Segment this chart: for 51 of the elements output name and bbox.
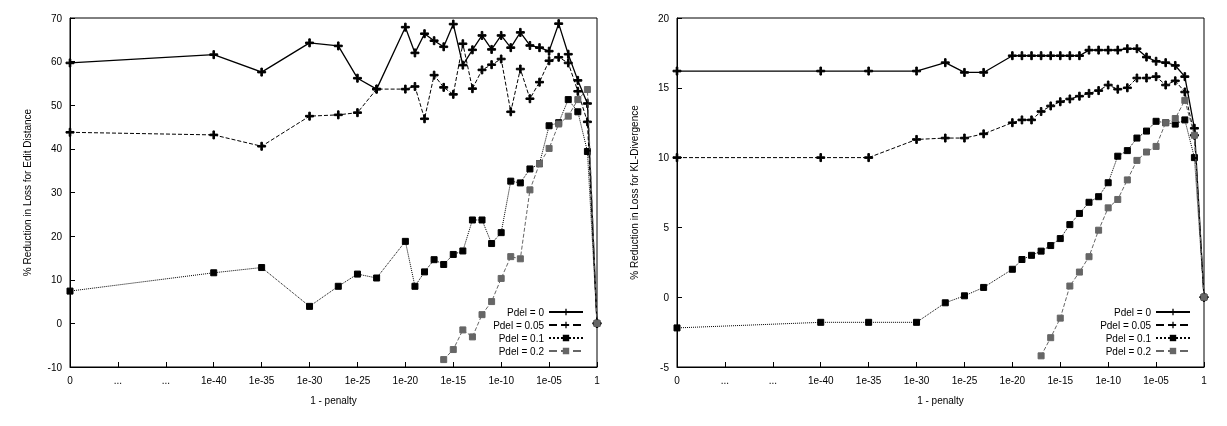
legend-label: Pdel = 0 — [507, 306, 545, 318]
legend-label: Pdel = 0.1 — [1105, 332, 1152, 344]
y-axis-title: % Reduction in Loss for KL-Divergence — [628, 104, 640, 280]
x-tick-label: 1e-30 — [903, 374, 930, 386]
y-tick-label: 20 — [657, 12, 670, 24]
y-tick-label: -5 — [660, 361, 670, 373]
y-tick-label: 0 — [663, 291, 670, 303]
x-tick-label: 0 — [674, 374, 681, 386]
y-tick-label: 5 — [663, 221, 670, 233]
x-tick-label: 1e-05 — [1143, 374, 1170, 386]
y-tick-label: -10 — [47, 361, 63, 373]
y-tick-label: 20 — [50, 230, 63, 242]
x-tick-label: 1e-15 — [1047, 374, 1074, 386]
y-tick-label: 60 — [50, 56, 63, 68]
x-tick-label: 1e-15 — [440, 374, 467, 386]
x-tick-label: 1e-25 — [951, 374, 978, 386]
x-tick-label: 1e-25 — [344, 374, 371, 386]
x-tick-label: 1e-35 — [855, 374, 882, 386]
x-tick-label: 1e-30 — [296, 374, 323, 386]
y-tick-label: 0 — [56, 317, 63, 329]
legend-label: Pdel = 0.2 — [1105, 345, 1152, 357]
x-tick-label: 1e-40 — [807, 374, 834, 386]
legend-label: Pdel = 0.05 — [1100, 319, 1152, 331]
x-tick-label: ... — [720, 374, 730, 386]
x-tick-label: ... — [768, 374, 777, 386]
x-tick-label: 1 — [594, 374, 601, 386]
x-tick-label: 1e-20 — [392, 374, 419, 386]
x-tick-label: ... — [113, 374, 123, 386]
x-tick-label: 1 — [1201, 374, 1208, 386]
y-tick-label: 70 — [50, 12, 63, 24]
x-tick-label: 1e-10 — [1095, 374, 1122, 386]
y-tick-label: 15 — [657, 82, 670, 94]
y-tick-label: 40 — [50, 143, 63, 155]
legend-label: Pdel = 0.05 — [493, 319, 545, 331]
legend-label: Pdel = 0 — [1114, 306, 1152, 318]
x-tick-label: 1e-40 — [200, 374, 227, 386]
legend-label: Pdel = 0.2 — [498, 345, 545, 357]
x-tick-label: 1e-35 — [248, 374, 275, 386]
x-tick-label: 1e-10 — [488, 374, 515, 386]
y-tick-label: 30 — [50, 187, 63, 198]
y-axis-title: % Reduction in Loss for Edit Distance — [21, 108, 33, 277]
x-axis-title: 1 - penalty — [310, 394, 357, 406]
y-tick-label: 10 — [657, 152, 670, 164]
x-tick-label: 0 — [67, 374, 74, 386]
y-tick-label: 50 — [50, 99, 63, 111]
legend-label: Pdel = 0.1 — [498, 332, 545, 344]
y-tick-label: 10 — [50, 274, 63, 286]
x-tick-label: ... — [161, 374, 170, 386]
x-tick-label: 1e-20 — [999, 374, 1026, 386]
x-tick-label: 1e-05 — [536, 374, 563, 386]
x-axis-title: 1 - penalty — [917, 394, 964, 406]
